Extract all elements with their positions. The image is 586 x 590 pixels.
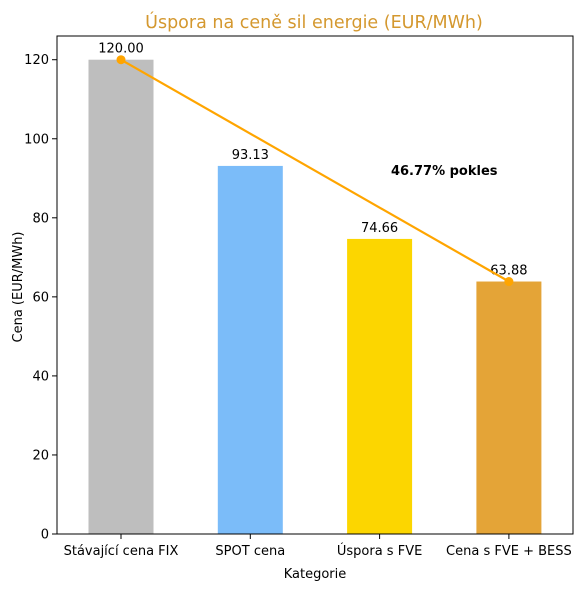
- y-tick-label: 80: [32, 211, 49, 226]
- trend-line: [120, 58, 510, 283]
- y-tick-label: 20: [32, 448, 49, 463]
- y-tick-label: 40: [32, 369, 49, 384]
- y-tick-label: 100: [24, 132, 49, 147]
- x-tick-label: SPOT cena: [215, 544, 285, 559]
- bar-1: [217, 165, 283, 534]
- x-axis-label: Kategorie: [284, 567, 347, 582]
- bar-value-label: 93.13: [232, 148, 269, 163]
- bar-value-label: 74.66: [361, 221, 398, 236]
- plot-area: 120.00 93.13 74.66 63.88 0 20 40 60 80 100 120 Stáv…: [24, 35, 574, 559]
- annotation-text: 46.77% pokles: [391, 164, 498, 179]
- y-tick-label: 60: [32, 290, 49, 305]
- bar-2: [347, 238, 413, 535]
- x-tick-label: Cena s FVE + BESS: [446, 544, 572, 559]
- y-axis-label: Cena (EUR/MWh): [11, 231, 26, 342]
- bar-0: [88, 59, 154, 534]
- y-tick-label: 120: [24, 53, 49, 68]
- x-tick-label: Stávající cena FIX: [64, 544, 179, 559]
- bar-value-label: 120.00: [98, 42, 144, 57]
- chart-title: Úspora na ceně sil energie (EUR/MWh): [145, 11, 483, 33]
- trend-point-end: [504, 277, 514, 287]
- bar-value-label: 63.88: [490, 264, 527, 279]
- x-tick-label: Úspora s FVE: [337, 543, 422, 559]
- bar-3: [476, 281, 542, 534]
- trend-point-start: [116, 55, 126, 65]
- plot-frame: [56, 35, 574, 535]
- y-tick-label: 0: [41, 528, 49, 543]
